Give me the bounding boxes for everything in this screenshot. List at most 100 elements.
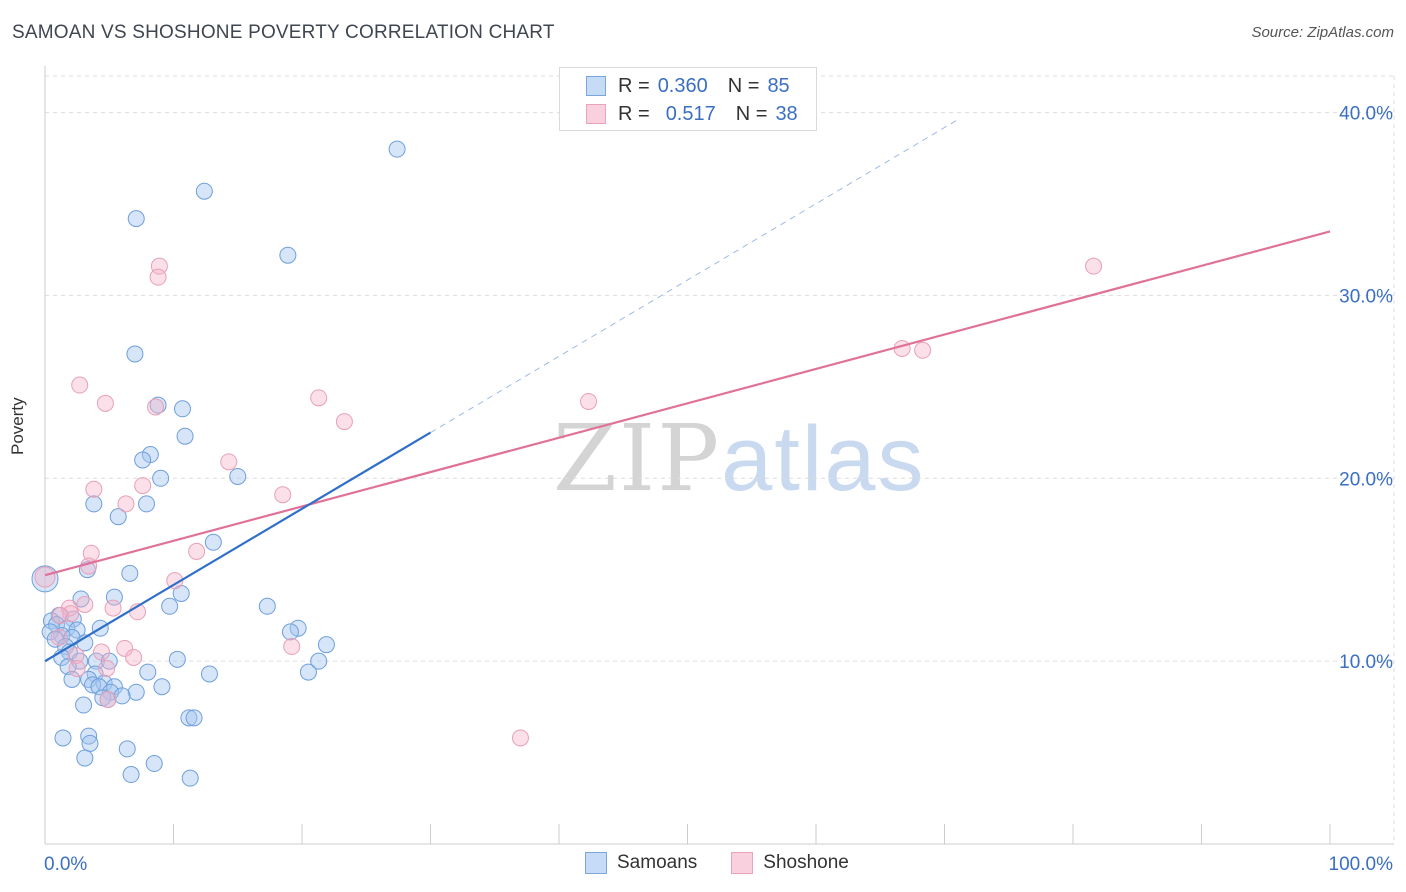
samoans-point bbox=[195, 182, 213, 200]
shoshone-point bbox=[117, 495, 135, 513]
y-tick-label: 30.0% bbox=[1339, 286, 1393, 307]
watermark-atlas: atlas bbox=[721, 408, 926, 510]
y-tick-label: 20.0% bbox=[1339, 469, 1393, 490]
samoans-point bbox=[279, 246, 297, 264]
shoshone-point bbox=[71, 376, 89, 394]
shoshone-trend-line bbox=[44, 230, 1331, 577]
samoans-point bbox=[122, 766, 140, 784]
samoans-point bbox=[138, 495, 156, 513]
shoshone-swatch bbox=[731, 852, 754, 874]
legend-item-shoshone[interactable]: Shoshone bbox=[731, 852, 849, 874]
samoans-point bbox=[176, 427, 194, 445]
samoans-trend-extension bbox=[430, 119, 958, 434]
tick-labels: 10.0% 20.0% 30.0% 40.0% 0.0% 100.0% bbox=[44, 104, 1393, 875]
samoans-point bbox=[85, 495, 103, 513]
shoshone-point bbox=[283, 638, 301, 656]
samoans-point bbox=[152, 469, 170, 487]
grid-lines bbox=[45, 75, 1395, 844]
samoans-point bbox=[168, 650, 186, 668]
watermark-zip: ZIP bbox=[553, 405, 722, 512]
samoans-point bbox=[139, 663, 157, 681]
shoshone-points bbox=[34, 257, 1103, 747]
samoans-point bbox=[81, 734, 99, 752]
samoans-point bbox=[127, 683, 145, 701]
samoans-point bbox=[149, 396, 167, 414]
samoans-swatch bbox=[585, 852, 607, 874]
shoshone-point bbox=[150, 257, 168, 275]
samoans-point bbox=[145, 755, 163, 773]
shoshone-point bbox=[274, 486, 292, 504]
samoans-point bbox=[310, 652, 328, 670]
source-label: Source: ZipAtlas.com bbox=[1251, 24, 1394, 41]
shoshone-point bbox=[62, 605, 80, 623]
samoans-point bbox=[229, 467, 247, 485]
samoans-trend-line bbox=[44, 431, 432, 663]
samoans-point bbox=[173, 400, 191, 418]
samoans-point bbox=[126, 345, 144, 363]
shoshone-point bbox=[116, 639, 134, 657]
samoans-point bbox=[134, 451, 152, 469]
shoshone-point bbox=[34, 566, 56, 588]
samoans-point bbox=[317, 636, 335, 654]
samoans-point bbox=[48, 616, 66, 634]
samoans-point bbox=[105, 588, 123, 606]
shoshone-point bbox=[914, 341, 932, 359]
samoans-point bbox=[76, 749, 94, 767]
x-tick-label: 100.0% bbox=[1329, 854, 1394, 875]
r-value: 0.360 bbox=[657, 74, 708, 97]
n-label: N = bbox=[735, 102, 768, 125]
r-value: 0.517 bbox=[665, 102, 716, 125]
n-value: 38 bbox=[775, 102, 798, 125]
samoans-point bbox=[121, 564, 139, 582]
shoshone-point bbox=[104, 599, 122, 617]
shoshone-point bbox=[335, 413, 353, 431]
samoans-point bbox=[113, 687, 131, 705]
samoans-point bbox=[258, 597, 276, 615]
samoans-point bbox=[388, 140, 406, 158]
samoans-point bbox=[54, 729, 72, 747]
chart-title: SAMOAN VS SHOSHONE POVERTY CORRELATION C… bbox=[12, 22, 555, 43]
legend-row-shoshone: R = 0.517 N = 38 bbox=[586, 102, 798, 126]
samoans-point bbox=[204, 533, 222, 551]
shoshone-point bbox=[93, 643, 111, 661]
samoans-point bbox=[127, 210, 145, 228]
correlation-legend: R = 0.360 N = 85 R = 0.517 N = 38 bbox=[559, 67, 817, 131]
shoshone-point bbox=[96, 394, 114, 412]
legend-label: Samoans bbox=[617, 852, 698, 873]
samoans-point bbox=[118, 740, 136, 758]
n-label: N = bbox=[727, 74, 760, 97]
series-legend: Samoans Shoshone bbox=[585, 852, 883, 874]
shoshone-point bbox=[310, 389, 328, 407]
legend-label: Shoshone bbox=[763, 852, 849, 873]
shoshone-point bbox=[134, 477, 152, 495]
samoans-point bbox=[299, 663, 317, 681]
legend-row-samoans: R = 0.360 N = 85 bbox=[586, 74, 790, 98]
shoshone-point bbox=[149, 268, 167, 286]
shoshone-point bbox=[125, 648, 143, 666]
x-tick-label: 0.0% bbox=[44, 854, 87, 875]
samoans-point bbox=[180, 709, 198, 727]
trend-lines bbox=[44, 119, 1331, 663]
y-tick-label: 10.0% bbox=[1339, 652, 1393, 673]
watermark: ZIPatlas bbox=[553, 405, 926, 512]
shoshone-point bbox=[60, 599, 78, 617]
shoshone-point bbox=[580, 392, 598, 410]
shoshone-point bbox=[99, 691, 117, 709]
r-label: R = bbox=[618, 102, 650, 125]
samoans-point bbox=[75, 696, 93, 714]
shoshone-point bbox=[51, 606, 69, 624]
samoans-point bbox=[161, 597, 179, 615]
samoans-points bbox=[31, 140, 406, 787]
shoshone-point bbox=[68, 659, 86, 677]
shoshone-point bbox=[188, 542, 206, 560]
n-value: 85 bbox=[767, 74, 790, 97]
samoans-point bbox=[289, 619, 307, 637]
r-label: R = bbox=[618, 74, 650, 97]
shoshone-point bbox=[98, 659, 116, 677]
samoans-point bbox=[84, 676, 102, 694]
shoshone-point bbox=[76, 595, 94, 613]
legend-item-samoans[interactable]: Samoans bbox=[585, 852, 697, 874]
samoans-point bbox=[80, 727, 98, 745]
axes bbox=[44, 66, 1394, 845]
